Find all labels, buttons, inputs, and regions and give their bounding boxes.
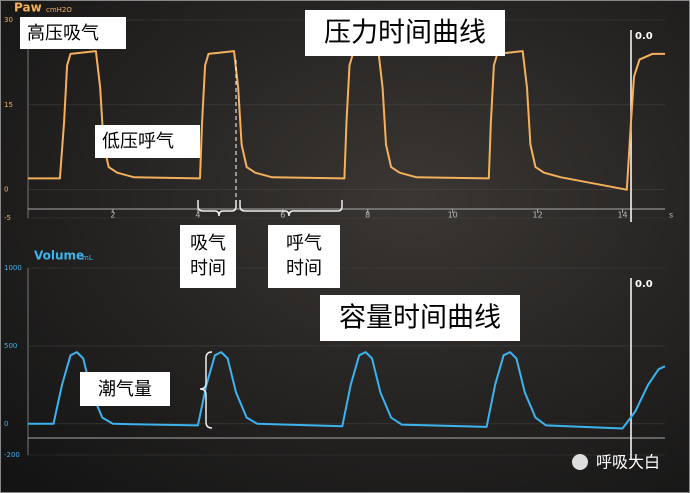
- annotation-box: [80, 372, 170, 406]
- waveform: [28, 50, 665, 191]
- annotation-box: [268, 225, 340, 288]
- cursor-label: 0.0: [635, 31, 653, 42]
- bracket: [239, 200, 343, 217]
- cursor-label: 0.0: [635, 279, 653, 290]
- x-tick-label: 10: [448, 211, 458, 220]
- y-axis-unit: cmH2O: [46, 6, 72, 14]
- x-tick-label: 6: [280, 211, 285, 220]
- chart-title: 压力时间曲线: [324, 18, 486, 49]
- y-tick-label: 15: [4, 101, 13, 109]
- y-tick-label: -5: [4, 214, 11, 222]
- x-tick-label: 2: [110, 211, 115, 220]
- annotation: 时间: [286, 258, 322, 279]
- annotation: 潮气量: [98, 379, 152, 400]
- y-tick-label: -200: [4, 451, 20, 459]
- title-box: [305, 10, 505, 56]
- chart-title: 容量时间曲线: [339, 303, 501, 334]
- y-tick-label: 500: [4, 342, 17, 350]
- y-axis-unit: mL: [82, 254, 93, 262]
- y-tick-label: 0: [4, 420, 8, 428]
- bracket: [199, 351, 213, 429]
- bracket: [197, 200, 237, 217]
- watermark: 呼吸大白: [596, 453, 660, 472]
- annotation-box: [20, 17, 126, 49]
- annotation: 高压吸气: [27, 23, 99, 44]
- y-tick-label: 30: [4, 16, 13, 24]
- y-tick-label: 0: [4, 186, 8, 194]
- y-axis-label: Volume: [34, 249, 84, 263]
- annotation: 吸气: [190, 233, 226, 254]
- x-axis-unit: s: [669, 211, 673, 220]
- annotation: 呼气: [286, 233, 322, 254]
- title-box: [320, 295, 520, 341]
- x-tick-label: 8: [365, 211, 370, 220]
- annotation: 低压呼气: [102, 131, 174, 152]
- annotation: 时间: [190, 258, 226, 279]
- annotation-box: [180, 225, 236, 288]
- x-tick-label: 12: [533, 211, 543, 220]
- x-tick-label: 4: [195, 211, 200, 220]
- watermark-icon: [572, 454, 588, 470]
- annotation-box: [95, 125, 200, 158]
- x-tick-label: 14: [617, 211, 627, 220]
- y-tick-label: 1000: [4, 264, 22, 272]
- y-axis-label: Paw: [14, 1, 42, 15]
